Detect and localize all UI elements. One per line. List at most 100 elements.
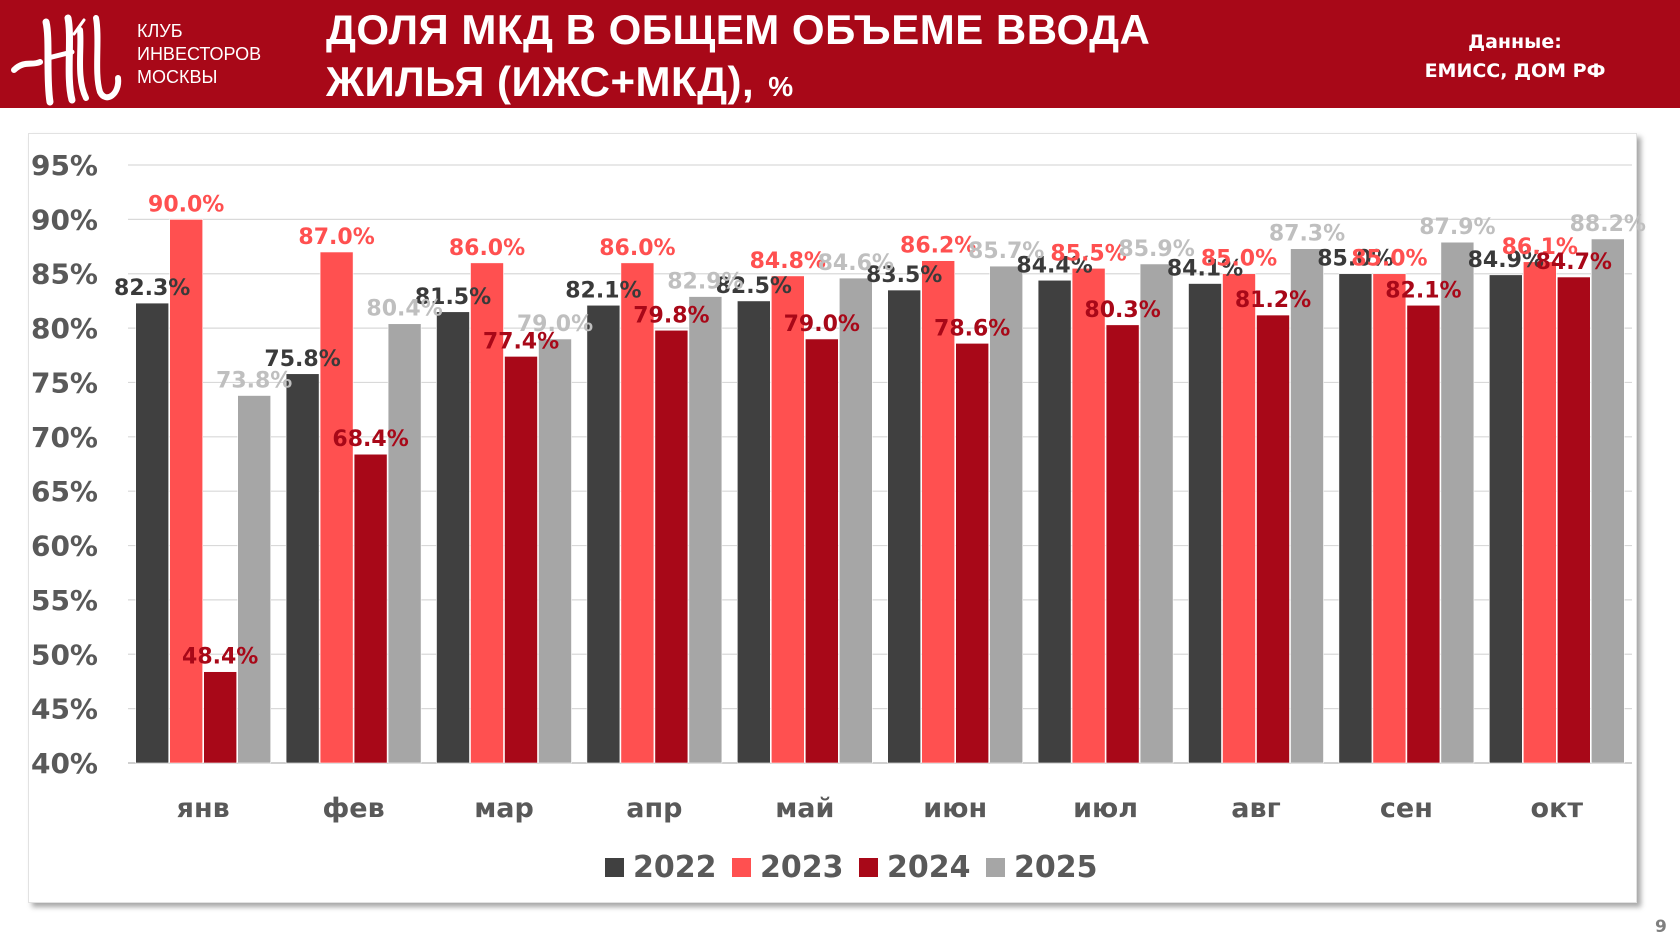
bar-2025-окт: [1591, 238, 1625, 764]
data-label-2022-окт: 84.9%: [1468, 248, 1544, 273]
legend-swatch-2023: [732, 858, 751, 877]
y-axis: 95% 90% 85% 80% 75% 70% 65% 60% 55% 50% 45% 40%: [31, 149, 98, 780]
club-name-line: КЛУБ: [137, 21, 183, 41]
bar-2022-июл: [1037, 279, 1072, 764]
data-source: Данные: ЕМИСС, ДОМ РФ: [1390, 28, 1640, 86]
data-label-2025-янв: 73.8%: [216, 369, 292, 394]
data-label-2023-янв: 90.0%: [148, 192, 224, 217]
data-label-2022-апр: 82.1%: [565, 278, 641, 303]
data-label-2022-сен: 85.0%: [1317, 247, 1393, 272]
x-tick-label: янв: [177, 793, 230, 824]
y-tick-label: 95%: [31, 149, 98, 182]
bar-2023-окт: [1523, 261, 1557, 764]
y-tick-label: 65%: [31, 475, 98, 508]
data-label-2023-апр: 86.0%: [599, 236, 675, 261]
bar-2022-июн: [887, 289, 922, 764]
data-label-2023-июн: 86.2%: [900, 234, 976, 259]
legend: 2022 2023 2024 2025: [605, 850, 1098, 885]
x-tick-label: май: [775, 793, 834, 824]
legend-label-2025: 2025: [1014, 850, 1098, 885]
slide-title-line2: ЖИЛЬЯ (ИЖС+МКД),: [326, 58, 755, 105]
x-tick-label: авг: [1231, 793, 1280, 824]
data-label-2024-сен: 82.1%: [1385, 278, 1461, 303]
bar-2022-мар: [436, 311, 470, 764]
y-tick-label: 50%: [31, 638, 98, 671]
bar-2023-авг: [1222, 273, 1256, 764]
data-label-2024-окт: 84.7%: [1536, 250, 1612, 275]
data-label-2024-июн: 78.6%: [934, 316, 1010, 341]
bar-2022-янв: [135, 302, 169, 764]
y-tick-label: 80%: [31, 312, 98, 345]
bar-2024-май: [804, 338, 839, 764]
y-tick-label: 85%: [31, 258, 98, 291]
x-tick-label: июл: [1073, 793, 1138, 824]
x-tick-label: мар: [474, 793, 534, 824]
bar-2024-сен: [1406, 304, 1441, 764]
data-label-2025-сен: 87.9%: [1419, 215, 1495, 240]
y-tick-label: 75%: [31, 366, 98, 399]
slide-title: ДОЛЯ МКД В ОБЩЕМ ОБЪЕМЕ ВВОДА ЖИЛЬЯ (ИЖС…: [326, 4, 1150, 113]
data-source-value: ЕМИСС, ДОМ РФ: [1424, 60, 1606, 82]
x-axis: янв фев мар апр май июн июл авг сен окт: [177, 793, 1584, 824]
y-tick-label: 60%: [31, 530, 98, 563]
legend-label-2022: 2022: [633, 850, 717, 885]
bar-2025-янв: [237, 395, 271, 764]
data-label-2024-мар: 77.4%: [483, 329, 559, 354]
legend-swatch-2022: [605, 858, 624, 877]
data-label-2022-июл: 84.4%: [1016, 253, 1092, 278]
data-label-2022-янв: 82.3%: [114, 276, 190, 301]
bar-2023-фев: [319, 251, 354, 764]
x-tick-label: окт: [1531, 793, 1584, 824]
data-label-2025-июн: 85.7%: [968, 239, 1044, 264]
bar-2022-авг: [1188, 283, 1222, 764]
bar-2023-май: [770, 275, 805, 764]
data-label-2023-фев: 87.0%: [298, 225, 374, 250]
data-label-2025-мар: 79.0%: [517, 312, 593, 337]
data-label-2025-авг: 87.3%: [1269, 222, 1345, 247]
data-label-2024-апр: 79.8%: [633, 303, 709, 328]
data-label-2025-окт: 88.2%: [1570, 212, 1646, 237]
bar-2025-авг: [1290, 248, 1324, 764]
x-tick-label: апр: [626, 793, 682, 824]
slide-header: КЛУБ ИНВЕСТОРОВ МОСКВЫ ДОЛЯ МКД В ОБЩЕМ …: [0, 0, 1680, 108]
bar-2025-июл: [1139, 263, 1174, 764]
x-tick-label: сен: [1380, 793, 1433, 824]
bar-2024-янв: [203, 671, 237, 764]
data-label-2024-июл: 80.3%: [1084, 298, 1160, 323]
y-tick-label: 45%: [31, 693, 98, 726]
bar-2024-мар: [504, 356, 538, 764]
bar-2023-июл: [1071, 267, 1106, 764]
bar-2025-июн: [989, 265, 1024, 764]
bar-2024-июн: [955, 343, 990, 764]
data-label-2023-окт: 86.1%: [1502, 235, 1578, 260]
legend-label-2023: 2023: [760, 850, 844, 885]
club-name: КЛУБ ИНВЕСТОРОВ МОСКВЫ: [137, 20, 261, 89]
bar-2023-мар: [470, 262, 504, 764]
y-tick-label: 40%: [31, 747, 98, 780]
bar-2025-сен: [1440, 241, 1475, 764]
slide-title-unit: %: [768, 71, 794, 102]
bars: [135, 219, 1625, 764]
bar-2023-янв: [169, 219, 203, 764]
bar-2022-окт: [1489, 274, 1523, 764]
bar-2023-апр: [620, 262, 655, 764]
legend-swatch-2024: [859, 858, 878, 877]
bar-2024-окт: [1557, 276, 1591, 764]
bar-2023-сен: [1372, 273, 1407, 764]
bar-2023-июн: [921, 260, 956, 764]
club-name-line: ИНВЕСТОРОВ: [137, 44, 262, 64]
data-label-2022-июн: 83.5%: [866, 263, 942, 288]
bar-2025-фев: [387, 323, 422, 764]
slide-title-line1: ДОЛЯ МКД В ОБЩЕМ ОБЪЕМЕ ВВОДА: [326, 6, 1151, 53]
data-label-2025-апр: 82.9%: [667, 270, 743, 295]
bar-2025-мар: [538, 338, 572, 764]
club-name-line: МОСКВЫ: [137, 67, 218, 87]
x-tick-label: июн: [923, 793, 987, 824]
data-label-2025-май: 84.6%: [818, 251, 894, 276]
data-label-2022-мар: 81.5%: [415, 285, 491, 310]
bar-2024-фев: [353, 453, 388, 764]
y-tick-label: 90%: [31, 203, 98, 236]
data-label-2025-июл: 85.9%: [1118, 237, 1194, 262]
bar-2022-май: [736, 300, 771, 764]
